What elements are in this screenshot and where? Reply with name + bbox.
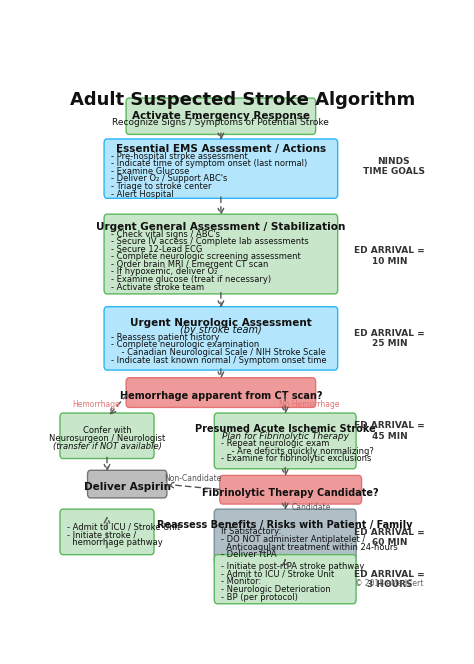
Text: - Check vital signs / ABC's: - Check vital signs / ABC's	[110, 230, 219, 238]
Text: Hemorrhage apparent from CT scan?: Hemorrhage apparent from CT scan?	[119, 391, 322, 401]
FancyBboxPatch shape	[60, 413, 154, 459]
Text: - Initiate post-rtPA stroke pathway: - Initiate post-rtPA stroke pathway	[221, 562, 364, 571]
Text: ED ARRIVAL =
3 HOURS: ED ARRIVAL = 3 HOURS	[354, 570, 425, 589]
Text: - Complete neurologic examination: - Complete neurologic examination	[110, 341, 259, 349]
Text: Urgent Neurologic Assessment: Urgent Neurologic Assessment	[130, 318, 312, 328]
Text: - Neurologic Deterioration: - Neurologic Deterioration	[221, 585, 330, 594]
Text: - Deliver rtPA: - Deliver rtPA	[221, 550, 276, 559]
Text: NINDS
TIME GOALS: NINDS TIME GOALS	[363, 157, 425, 177]
Text: Confer with: Confer with	[82, 426, 131, 436]
Text: Fibrinolytic Therapy Candidate?: Fibrinolytic Therapy Candidate?	[202, 488, 379, 498]
Text: - DO NOT administer Antiplatelet /: - DO NOT administer Antiplatelet /	[221, 535, 365, 544]
FancyBboxPatch shape	[220, 475, 362, 504]
Text: - Admit to ICU / Stroke Unit: - Admit to ICU / Stroke Unit	[221, 570, 334, 579]
Text: - Reassess patient history: - Reassess patient history	[110, 333, 219, 342]
Text: If Satisfactory:: If Satisfactory:	[221, 527, 281, 537]
Text: - If hypoxemic, deliver O₂: - If hypoxemic, deliver O₂	[110, 268, 217, 276]
Text: Hemorrhage: Hemorrhage	[72, 400, 120, 409]
Text: - Repeat neurologic exam: - Repeat neurologic exam	[221, 439, 329, 448]
Text: Anticoagulant treatment within 24-hours: Anticoagulant treatment within 24-hours	[221, 542, 398, 552]
FancyBboxPatch shape	[214, 413, 356, 469]
FancyBboxPatch shape	[88, 470, 167, 498]
Text: Presumed Acute Ischemic Stroke: Presumed Acute Ischemic Stroke	[195, 424, 375, 434]
Text: - BP (per protocol): - BP (per protocol)	[221, 592, 298, 602]
Text: - Complete neurologic screening assessment: - Complete neurologic screening assessme…	[110, 252, 301, 262]
Text: ED ARRIVAL =
60 MIN: ED ARRIVAL = 60 MIN	[354, 528, 425, 547]
Text: - Canadian Neurological Scale / NIH Stroke Scale: - Canadian Neurological Scale / NIH Stro…	[110, 348, 326, 357]
Text: Neurosurgeon / Neurologist: Neurosurgeon / Neurologist	[49, 434, 165, 443]
Text: (by stroke team): (by stroke team)	[180, 325, 262, 335]
Text: Essential EMS Assessment / Actions: Essential EMS Assessment / Actions	[116, 144, 326, 154]
Text: Reassess Benefits / Risks with Patient / Family: Reassess Benefits / Risks with Patient /…	[157, 520, 413, 530]
Text: Adult Suspected Stroke Algorithm: Adult Suspected Stroke Algorithm	[70, 91, 416, 109]
Text: (transfer if NOT available): (transfer if NOT available)	[53, 442, 162, 451]
Text: - Examine glucose (treat if necessary): - Examine glucose (treat if necessary)	[110, 275, 271, 284]
Text: Plan for Fibrinolytic Therapy: Plan for Fibrinolytic Therapy	[222, 432, 349, 441]
FancyBboxPatch shape	[214, 509, 356, 564]
FancyBboxPatch shape	[214, 554, 356, 604]
Text: Urgent General Assessment / Stabilization: Urgent General Assessment / Stabilizatio…	[96, 222, 346, 232]
Text: - Indicate time of symptom onset (last normal): - Indicate time of symptom onset (last n…	[110, 159, 307, 169]
Text: - Indicate last known normal / Symptom onset time: - Indicate last known normal / Symptom o…	[110, 355, 326, 365]
FancyBboxPatch shape	[104, 139, 337, 199]
Text: Activate Emergency Response: Activate Emergency Response	[132, 111, 310, 121]
FancyBboxPatch shape	[60, 509, 154, 554]
FancyBboxPatch shape	[104, 307, 337, 370]
Text: - Secure 12-Lead ECG: - Secure 12-Lead ECG	[110, 245, 202, 254]
Text: - Triage to stroke center: - Triage to stroke center	[110, 182, 211, 191]
Text: Deliver Aspirin: Deliver Aspirin	[84, 482, 171, 493]
Text: ED ARRIVAL =
25 MIN: ED ARRIVAL = 25 MIN	[354, 329, 425, 348]
Text: © 2018 eMedCert: © 2018 eMedCert	[355, 580, 423, 588]
FancyBboxPatch shape	[104, 214, 337, 294]
Text: - Activate stroke team: - Activate stroke team	[110, 283, 204, 291]
Text: - Are deficits quickly normalizing?: - Are deficits quickly normalizing?	[221, 447, 374, 456]
Text: - Examine Glucose: - Examine Glucose	[110, 167, 189, 176]
Text: - Initiate stroke /: - Initiate stroke /	[66, 530, 136, 539]
Text: hemorrhage pathway: hemorrhage pathway	[66, 538, 163, 546]
Text: - Pre-hospital stroke assessment: - Pre-hospital stroke assessment	[110, 152, 247, 161]
Text: - Monitor:: - Monitor:	[221, 578, 261, 586]
FancyBboxPatch shape	[126, 98, 316, 134]
Text: ED ARRIVAL =
45 MIN: ED ARRIVAL = 45 MIN	[354, 421, 425, 441]
FancyBboxPatch shape	[126, 378, 316, 408]
Text: Recognize Signs / Symptoms of Potential Stroke: Recognize Signs / Symptoms of Potential …	[112, 118, 329, 127]
Text: Non-Candidate: Non-Candidate	[164, 474, 222, 483]
Text: Candidate: Candidate	[291, 503, 330, 511]
Text: - Examine for fibrinolytic exclusions: - Examine for fibrinolytic exclusions	[221, 454, 371, 463]
Text: - Secure IV access / Complete lab assessments: - Secure IV access / Complete lab assess…	[110, 237, 309, 246]
Text: No Hemorrhage: No Hemorrhage	[279, 400, 339, 409]
Text: - Admit to ICU / Stroke Unit: - Admit to ICU / Stroke Unit	[66, 523, 180, 532]
Text: - Alert Hospital: - Alert Hospital	[110, 190, 173, 199]
Text: ED ARRIVAL =
10 MIN: ED ARRIVAL = 10 MIN	[354, 246, 425, 266]
Text: - Deliver O₂ / Support ABC's: - Deliver O₂ / Support ABC's	[110, 175, 227, 183]
Text: - Order brain MRI / Emergent CT scan: - Order brain MRI / Emergent CT scan	[110, 260, 268, 269]
